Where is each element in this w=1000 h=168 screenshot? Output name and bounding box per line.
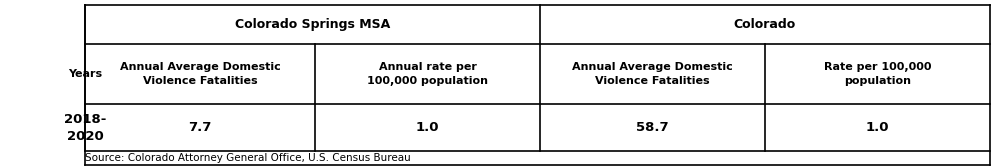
Text: 1.0: 1.0 (416, 121, 439, 134)
Text: 58.7: 58.7 (636, 121, 669, 134)
Text: Rate per 100,000
population: Rate per 100,000 population (824, 62, 931, 86)
Text: Annual Average Domestic
Violence Fatalities: Annual Average Domestic Violence Fatalit… (120, 62, 280, 86)
Text: Annual rate per
100,000 population: Annual rate per 100,000 population (367, 62, 488, 86)
Text: Annual Average Domestic
Violence Fatalities: Annual Average Domestic Violence Fatalit… (572, 62, 733, 86)
Text: 7.7: 7.7 (188, 121, 212, 134)
Text: Source: Colorado Attorney General Office, U.S. Census Bureau: Source: Colorado Attorney General Office… (85, 153, 411, 163)
Text: 1.0: 1.0 (866, 121, 889, 134)
Text: 2018-
2020: 2018- 2020 (64, 113, 106, 143)
Text: Years: Years (68, 69, 102, 79)
Text: Colorado Springs MSA: Colorado Springs MSA (235, 18, 390, 31)
Text: Colorado: Colorado (734, 18, 796, 31)
